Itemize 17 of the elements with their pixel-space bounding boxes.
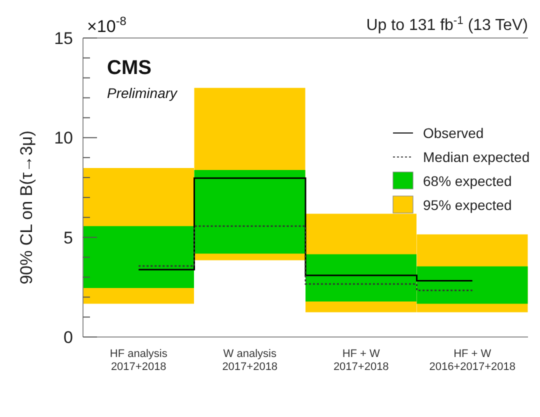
annotation: CMS <box>107 57 152 79</box>
y-tick-label: 5 <box>64 228 73 248</box>
y-tick-label: 15 <box>54 29 73 48</box>
y-tick-label: 10 <box>54 128 73 148</box>
text: ×10$^{-8}$ <box>87 14 127 36</box>
legend-label: Observed <box>423 125 484 141</box>
x-tick-label: W analysis 2017+2018 <box>222 348 278 373</box>
legend-label: 68% expected <box>423 173 512 189</box>
chart-title: Up to 131 fb$^{-1}$ (13 TeV) <box>366 15 528 34</box>
x-tick-label: HF analysis 2017+2018 <box>110 348 168 373</box>
annotation: Preliminary <box>107 85 178 101</box>
x-tick-label: HF + W 2016+2017+2018 <box>429 348 516 373</box>
x-tick-label: HF + W 2017+2018 <box>333 348 389 373</box>
legend-label: Median expected <box>423 149 530 165</box>
y-tick-label: 0 <box>64 328 73 347</box>
legend-label: 95% expected <box>423 197 512 213</box>
y-axis-title: 90% CL on B(τ→3μ) <box>17 130 36 284</box>
